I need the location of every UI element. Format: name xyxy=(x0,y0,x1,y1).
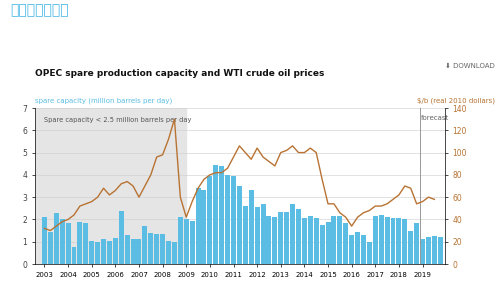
Bar xyxy=(66,223,70,264)
Bar xyxy=(272,217,278,264)
Bar xyxy=(160,234,165,264)
Bar xyxy=(355,232,360,264)
Bar xyxy=(231,176,236,264)
Bar xyxy=(432,236,437,264)
Bar xyxy=(154,234,159,264)
Bar xyxy=(225,175,230,264)
Bar xyxy=(378,215,384,264)
Bar xyxy=(361,235,366,264)
Text: Spare capacity < 2.5 million barrels per day: Spare capacity < 2.5 million barrels per… xyxy=(44,117,192,123)
Bar xyxy=(190,220,194,264)
Bar xyxy=(72,247,76,264)
Text: spare capacity (million barrels per day): spare capacity (million barrels per day) xyxy=(35,97,172,104)
Bar xyxy=(60,219,64,264)
Bar xyxy=(178,217,183,264)
Bar xyxy=(78,222,82,264)
Bar xyxy=(172,242,177,264)
Bar xyxy=(35,108,186,264)
Bar xyxy=(373,216,378,264)
Bar xyxy=(344,223,348,264)
Bar xyxy=(296,209,301,264)
Bar xyxy=(332,216,336,264)
Bar xyxy=(408,231,413,264)
Bar xyxy=(402,219,407,264)
Text: $/b (real 2010 dollars): $/b (real 2010 dollars) xyxy=(417,97,495,104)
Bar xyxy=(367,242,372,264)
Bar xyxy=(219,166,224,264)
Bar xyxy=(260,204,266,264)
Bar xyxy=(196,188,200,264)
Bar xyxy=(426,237,431,264)
Bar xyxy=(420,239,425,264)
Bar xyxy=(95,242,100,264)
Bar xyxy=(302,218,307,264)
Bar xyxy=(202,190,206,264)
Bar xyxy=(308,216,313,264)
Bar xyxy=(184,219,188,264)
Bar xyxy=(124,235,130,264)
Text: OPEC spare production capacity and WTI crude oil prices: OPEC spare production capacity and WTI c… xyxy=(35,69,324,78)
Bar xyxy=(254,207,260,264)
Bar xyxy=(248,190,254,264)
Bar xyxy=(266,216,272,264)
Bar xyxy=(414,223,419,264)
Bar xyxy=(396,218,402,264)
Bar xyxy=(89,241,94,264)
Bar xyxy=(84,223,88,264)
Bar xyxy=(326,222,330,264)
Bar xyxy=(107,241,112,264)
Bar xyxy=(130,239,136,264)
Bar xyxy=(148,233,154,264)
Bar xyxy=(48,232,53,264)
Text: ⬇ DOWNLOAD: ⬇ DOWNLOAD xyxy=(446,63,495,69)
Bar xyxy=(54,213,58,264)
Bar xyxy=(338,216,342,264)
Bar xyxy=(290,204,295,264)
Bar xyxy=(208,176,212,264)
Bar xyxy=(243,206,248,264)
Text: forecast: forecast xyxy=(421,115,449,121)
Bar xyxy=(314,218,318,264)
Bar xyxy=(119,211,124,264)
Bar xyxy=(42,217,47,264)
Bar xyxy=(278,212,283,264)
Bar xyxy=(142,226,148,264)
Bar xyxy=(320,225,324,264)
Bar xyxy=(113,238,118,264)
Bar xyxy=(384,217,390,264)
Bar xyxy=(390,218,396,264)
Bar xyxy=(438,237,443,264)
Bar xyxy=(136,239,141,264)
Bar xyxy=(166,241,171,264)
Bar xyxy=(101,239,106,264)
Bar xyxy=(214,165,218,264)
Text: 价格上涨的能力: 价格上涨的能力 xyxy=(10,3,68,17)
Bar xyxy=(284,212,289,264)
Bar xyxy=(237,186,242,264)
Bar xyxy=(349,235,354,264)
